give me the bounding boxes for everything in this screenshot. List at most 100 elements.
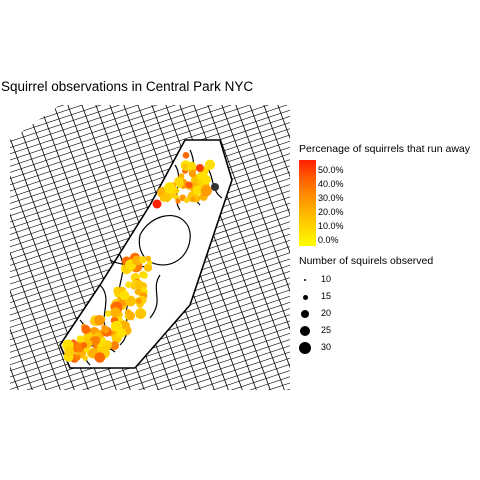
- cross-street-line: [10, 323, 290, 390]
- size-legend-item: 15: [299, 289, 439, 305]
- avenue-line: [219, 105, 290, 390]
- observation-point: [134, 288, 142, 296]
- cross-street-line: [10, 360, 290, 390]
- observation-point: [181, 163, 188, 170]
- colorbar-tick-label: 10.0%: [318, 221, 344, 231]
- observation-point: [145, 255, 152, 262]
- cross-street-line: [10, 105, 290, 201]
- size-legend-label: 25: [321, 325, 332, 335]
- size-legend-dot: [303, 278, 307, 282]
- observation-point: [110, 320, 123, 333]
- observation-point: [110, 307, 121, 318]
- observation-point: [188, 170, 196, 178]
- avenue-line: [247, 105, 290, 390]
- cross-street-line: [10, 105, 290, 177]
- colorbar-tick-label: 40.0%: [318, 179, 344, 189]
- size-legend-title: Number of squirels observed: [299, 255, 434, 267]
- cross-street-line: [10, 112, 290, 214]
- cross-street-line: [10, 105, 290, 183]
- cross-street-line: [10, 131, 290, 232]
- observation-point: [126, 311, 136, 321]
- cross-street-line: [10, 105, 290, 121]
- observation-point: [175, 198, 181, 204]
- cross-street-line: [10, 105, 290, 195]
- observation-point: [134, 280, 144, 289]
- fill-legend-title: Percenage of squirrels that run away: [299, 143, 471, 155]
- cross-street-line: [10, 106, 290, 208]
- observation-point: [81, 324, 91, 334]
- observation-point: [76, 335, 85, 343]
- observation-point: [81, 342, 88, 349]
- cross-street-line: [10, 348, 290, 390]
- observation-point: [135, 309, 145, 319]
- observation-point: [152, 199, 162, 209]
- observation-point: [185, 181, 193, 189]
- size-legend-label: 15: [321, 291, 332, 301]
- colorbar-tick-label: 50.0%: [318, 165, 344, 175]
- cross-street-line: [10, 143, 290, 245]
- observation-point: [132, 255, 142, 266]
- avenue-line: [472, 100, 480, 400]
- cross-street-line: [10, 105, 290, 139]
- observation-point: [141, 272, 148, 279]
- cross-street-line: [10, 317, 290, 390]
- cross-street-line: [10, 149, 290, 251]
- cross-street-line: [10, 373, 290, 390]
- map-title: Squirrel observations in Central Park NY…: [1, 79, 254, 94]
- size-legend-item: 20: [299, 306, 439, 322]
- cross-street-line: [10, 342, 290, 390]
- size-legend-dot: [299, 342, 311, 354]
- avenue-line: [261, 105, 290, 390]
- observation-point: [102, 326, 110, 334]
- cross-street-line: [10, 105, 290, 164]
- observation-point: [122, 322, 129, 330]
- observation-point: [74, 354, 81, 361]
- observation-point: [105, 310, 112, 317]
- observation-point: [110, 341, 119, 351]
- street-grid: [0, 100, 480, 400]
- run-away-colorbar: [299, 160, 316, 246]
- cross-street-line: [10, 125, 290, 226]
- cross-street-line: [10, 105, 290, 146]
- avenue-line: [0, 100, 8, 400]
- size-legend-label: 30: [321, 342, 332, 352]
- observation-point: [200, 185, 212, 197]
- cross-street-line: [10, 385, 290, 390]
- observation-point: [103, 344, 110, 352]
- cross-street-line: [10, 335, 290, 390]
- cross-street-line: [10, 118, 290, 220]
- observation-point: [192, 185, 203, 196]
- observation-point: [204, 159, 216, 170]
- observation-point: [196, 164, 204, 172]
- avenue-line: [233, 105, 290, 390]
- size-legend-item: 10: [299, 272, 439, 288]
- observation-point: [197, 171, 207, 182]
- cross-street-line: [10, 105, 290, 133]
- size-legend-label: 20: [321, 308, 332, 318]
- observation-point: [64, 346, 75, 357]
- cross-street-line: [10, 137, 290, 239]
- colorbar-tick-label: 30.0%: [318, 193, 344, 203]
- observation-point: [94, 315, 105, 326]
- observation-point: [183, 197, 190, 203]
- colorbar-tick-label: 20.0%: [318, 207, 344, 217]
- avenue-line: [10, 105, 79, 390]
- observation-point: [174, 176, 184, 186]
- cross-street-line: [10, 366, 290, 390]
- park-path: [174, 164, 181, 211]
- observation-point: [164, 182, 176, 194]
- observation-point: [94, 352, 106, 363]
- cross-street-line: [10, 354, 290, 390]
- observation-point: [82, 355, 88, 361]
- observation-point: [211, 183, 219, 191]
- size-legend-dot: [302, 294, 308, 300]
- cross-street-line: [10, 105, 290, 152]
- observation-point: [190, 196, 196, 202]
- observation-point: [182, 152, 190, 159]
- avenue-line: [10, 105, 65, 390]
- cross-street-line: [10, 105, 290, 189]
- park-path: [149, 274, 161, 319]
- cross-street-line: [10, 329, 290, 390]
- cross-street-line: [10, 311, 290, 390]
- cross-street-line: [10, 105, 290, 127]
